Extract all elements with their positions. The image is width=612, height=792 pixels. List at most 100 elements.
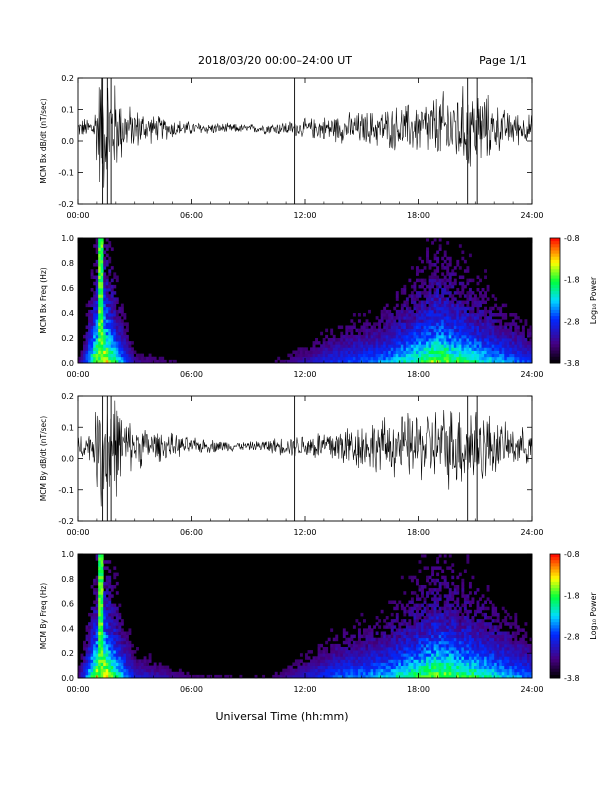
spectrogram-cell <box>120 325 124 330</box>
spectrogram-cell <box>461 256 465 261</box>
spectrogram-cell <box>451 656 455 660</box>
spectrogram-cell <box>307 650 311 654</box>
spectrogram-cell <box>365 637 369 642</box>
spectrogram-cell <box>350 334 354 339</box>
spectrogram-cell <box>463 625 467 629</box>
spectrogram-cell <box>479 359 482 364</box>
spectrogram-cell <box>489 316 493 320</box>
spectrogram-cell <box>436 266 440 270</box>
spectrogram-cell <box>226 674 230 679</box>
spectrogram-cell <box>393 350 397 355</box>
spectrogram-cell <box>103 259 107 264</box>
spectrogram-cell <box>95 341 99 345</box>
spectrogram-cell <box>125 665 129 670</box>
spectrogram-cell <box>506 331 510 336</box>
spectrogram-cell <box>499 631 503 635</box>
spectrogram-cell <box>378 650 382 654</box>
spectrogram-cell <box>201 674 205 679</box>
spectrogram-cell <box>355 659 359 663</box>
spectrogram-cell <box>441 674 445 679</box>
spectrogram-cell <box>110 313 114 317</box>
spectrogram-cell <box>390 353 394 358</box>
spectrogram-cell <box>355 665 359 670</box>
spectrogram-cell <box>186 671 190 676</box>
spectrogram-cell <box>103 637 107 642</box>
spectrogram-cell <box>410 356 414 361</box>
spectrogram-cell <box>297 356 301 361</box>
spectrogram-cell <box>113 634 117 639</box>
spectrogram-cell <box>315 347 319 351</box>
spectrogram-cell <box>451 269 455 273</box>
spectrogram-cell <box>355 328 359 333</box>
spectrogram-cell <box>307 674 311 679</box>
spectrogram-cell <box>421 585 424 589</box>
spectrogram-cell <box>438 616 442 620</box>
spectrogram-cell <box>418 306 422 311</box>
spectrogram-cell <box>395 656 399 660</box>
spectrogram-cell <box>330 647 334 651</box>
spectrogram-cell <box>357 631 361 635</box>
spectrogram-cell <box>486 288 490 292</box>
spectrogram-cell <box>501 359 505 364</box>
spectrogram-cell <box>471 356 475 361</box>
spectrogram-cell <box>118 647 122 651</box>
spectrogram-cell <box>108 637 112 642</box>
spectrogram-cell <box>305 359 308 364</box>
spectrogram-cell <box>113 668 117 673</box>
spectrogram-cell <box>83 353 86 358</box>
spectrogram-cell <box>405 625 409 629</box>
spectrogram-cell <box>519 653 523 657</box>
spectrogram-cell <box>529 662 533 666</box>
spectrogram-cell <box>433 288 437 292</box>
spectrogram-cell <box>408 325 412 330</box>
spectrogram-cell <box>476 347 480 351</box>
spectrogram-cell <box>410 643 414 648</box>
spectrogram-cell <box>395 347 399 351</box>
spectrogram-cell <box>466 300 470 305</box>
spectrogram-cell <box>325 334 329 339</box>
spectrogram-cell <box>105 359 109 364</box>
spectrogram-cell <box>403 606 407 611</box>
spectrogram-cell <box>511 356 515 361</box>
spectrogram-cell <box>93 653 97 657</box>
spectrogram-cell <box>103 319 107 323</box>
spectrogram-cell <box>345 640 349 645</box>
spectrogram-cell <box>514 344 518 348</box>
spectrogram-cell <box>133 659 137 663</box>
spectrogram-cell <box>95 347 99 351</box>
spectrogram-cell <box>395 662 399 666</box>
spectrogram-cell <box>499 306 503 311</box>
spectrogram-cell <box>436 662 440 666</box>
spectrogram-cell <box>476 600 480 604</box>
spectrogram-cell <box>312 341 316 345</box>
spectrogram-cell <box>466 650 470 654</box>
spectrogram-cell <box>110 625 114 629</box>
spectrogram-cell <box>496 628 500 632</box>
spectrogram-cell <box>130 668 134 673</box>
spectrogram-cell <box>337 344 341 348</box>
spectrogram-cell <box>466 278 470 283</box>
spectrogram-cell <box>441 288 445 292</box>
spectrogram-cell <box>506 671 510 676</box>
spectrogram-cell <box>378 653 382 657</box>
spectrogram-cell <box>476 665 480 670</box>
spectrogram-cell <box>78 665 81 670</box>
spectrogram-cell <box>438 631 442 635</box>
spectrogram-cell <box>448 294 452 298</box>
spectrogram-cell <box>481 656 485 660</box>
spectrogram-cell <box>436 588 440 592</box>
spectrogram-cell <box>357 656 361 660</box>
spectrogram-cell <box>415 359 419 364</box>
spectrogram-cell <box>98 331 102 336</box>
spectrogram-cell <box>529 359 533 364</box>
spectrogram-cell <box>463 300 467 305</box>
spectrogram-cell <box>93 600 97 604</box>
spectrogram-cell <box>335 637 339 642</box>
spectrogram-cell <box>378 328 382 333</box>
spectrogram-cell <box>105 328 109 333</box>
spectrogram-cell <box>108 634 112 639</box>
spectrogram-cell <box>85 625 89 629</box>
spectrogram-cell <box>443 662 447 666</box>
spectrogram-cell <box>108 244 112 248</box>
spectrogram-cell <box>315 356 319 361</box>
